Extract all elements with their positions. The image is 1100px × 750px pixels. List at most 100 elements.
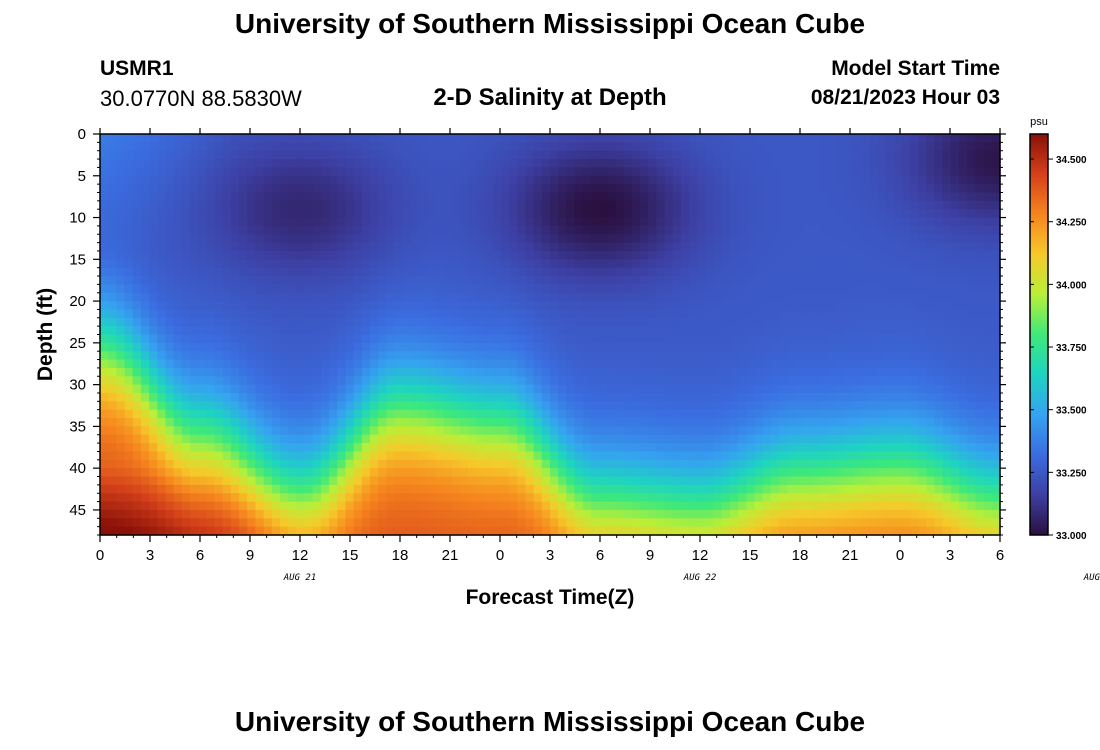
heatmap-cell (427, 134, 437, 143)
heatmap-cell (730, 409, 739, 419)
heatmap-cell (828, 526, 837, 536)
heatmap-cell (173, 367, 183, 377)
heatmap-cell (378, 292, 387, 302)
heatmap-cell (942, 392, 952, 402)
heatmap-cell (280, 159, 289, 169)
heatmap-cell (124, 501, 134, 511)
heatmap-cell (476, 242, 486, 252)
heatmap-cell (860, 326, 870, 336)
heatmap-cell (934, 284, 944, 294)
heatmap-cell (550, 426, 559, 436)
heatmap-cell (198, 376, 207, 386)
heatmap-cell (770, 367, 780, 377)
heatmap-cell (607, 292, 617, 302)
heatmap-cell (337, 351, 347, 361)
heatmap-cell (320, 434, 330, 444)
heatmap-cell (918, 459, 927, 469)
heatmap-cell (762, 518, 772, 528)
heatmap-cell (517, 476, 527, 486)
heatmap-cell (697, 184, 707, 194)
heatmap-cell (672, 200, 682, 210)
heatmap-cell (623, 409, 633, 419)
heatmap-cell (574, 526, 584, 536)
heatmap-cell (410, 434, 420, 444)
heatmap-cell (370, 217, 379, 227)
heatmap-cell (730, 167, 739, 177)
heatmap-cell (820, 167, 829, 177)
heatmap-cell (631, 175, 641, 185)
heatmap-cell (378, 317, 387, 327)
heatmap-cell (312, 276, 322, 285)
chart-subtitle: 2-D Salinity at Depth (433, 84, 667, 111)
heatmap-cell (607, 309, 617, 319)
heatmap-cell (770, 326, 780, 336)
heatmap-cell (541, 501, 551, 511)
heatmap-cell (165, 309, 175, 319)
heatmap-cell (345, 526, 355, 536)
heatmap-cell (108, 292, 117, 302)
heatmap-cell (934, 225, 944, 235)
heatmap-cell (190, 259, 199, 269)
heatmap-cell (157, 217, 167, 227)
heatmap-cell (435, 175, 445, 185)
heatmap-cell (730, 326, 739, 336)
heatmap-cell (484, 167, 494, 177)
heatmap-cell (860, 284, 870, 294)
heatmap-cell (370, 384, 379, 394)
heatmap-cell (435, 409, 445, 419)
heatmap-cell (410, 317, 420, 327)
heatmap-cell (828, 367, 837, 377)
heatmap-cell (705, 501, 715, 511)
heatmap-cell (239, 192, 248, 202)
heatmap-cell (165, 326, 175, 336)
heatmap-cell (738, 301, 747, 311)
heatmap-cell (108, 376, 117, 386)
heatmap-cell (828, 443, 837, 453)
heatmap-cell (680, 267, 690, 277)
heatmap-cell (435, 493, 445, 503)
heatmap-cell (410, 200, 420, 210)
heatmap-cell (730, 292, 739, 302)
heatmap-cell (468, 309, 477, 319)
heatmap-cell (198, 242, 207, 252)
heatmap-cell (926, 468, 936, 478)
heatmap-cell (345, 309, 355, 319)
heatmap-cell (893, 175, 903, 185)
heatmap-cell (181, 384, 191, 394)
heatmap-cell (713, 409, 723, 419)
heatmap-cell (615, 200, 625, 210)
heatmap-cell (230, 217, 240, 227)
heatmap-cell (288, 376, 297, 386)
heatmap-cell (402, 484, 412, 494)
heatmap-cell (263, 259, 273, 269)
heatmap-cell (206, 159, 216, 169)
heatmap-cell (509, 518, 518, 528)
heatmap-cell (836, 301, 846, 311)
heatmap-cell (828, 476, 837, 486)
heatmap-cell (500, 250, 510, 260)
heatmap-cell (697, 309, 707, 319)
heatmap-cell (680, 426, 690, 436)
heatmap-cell (918, 401, 927, 411)
heatmap-cell (230, 317, 240, 327)
heatmap-cell (517, 367, 527, 377)
heatmap-cell (108, 301, 117, 311)
heatmap-cell (558, 242, 567, 252)
heatmap-cell (615, 334, 625, 344)
heatmap-cell (860, 426, 870, 436)
heatmap-cell (533, 526, 543, 536)
heatmap-cell (541, 468, 551, 478)
heatmap-cell (550, 150, 559, 160)
heatmap-cell (296, 392, 306, 402)
heatmap-cell (361, 192, 371, 202)
heatmap-cell (198, 175, 207, 185)
heatmap-cell (239, 159, 248, 169)
heatmap-cell (116, 351, 126, 361)
heatmap-cell (558, 392, 567, 402)
heatmap-cell (713, 434, 723, 444)
heatmap-cell (746, 443, 756, 453)
heatmap-cell (680, 376, 690, 386)
heatmap-cell (124, 192, 134, 202)
heatmap-cell (697, 167, 707, 177)
